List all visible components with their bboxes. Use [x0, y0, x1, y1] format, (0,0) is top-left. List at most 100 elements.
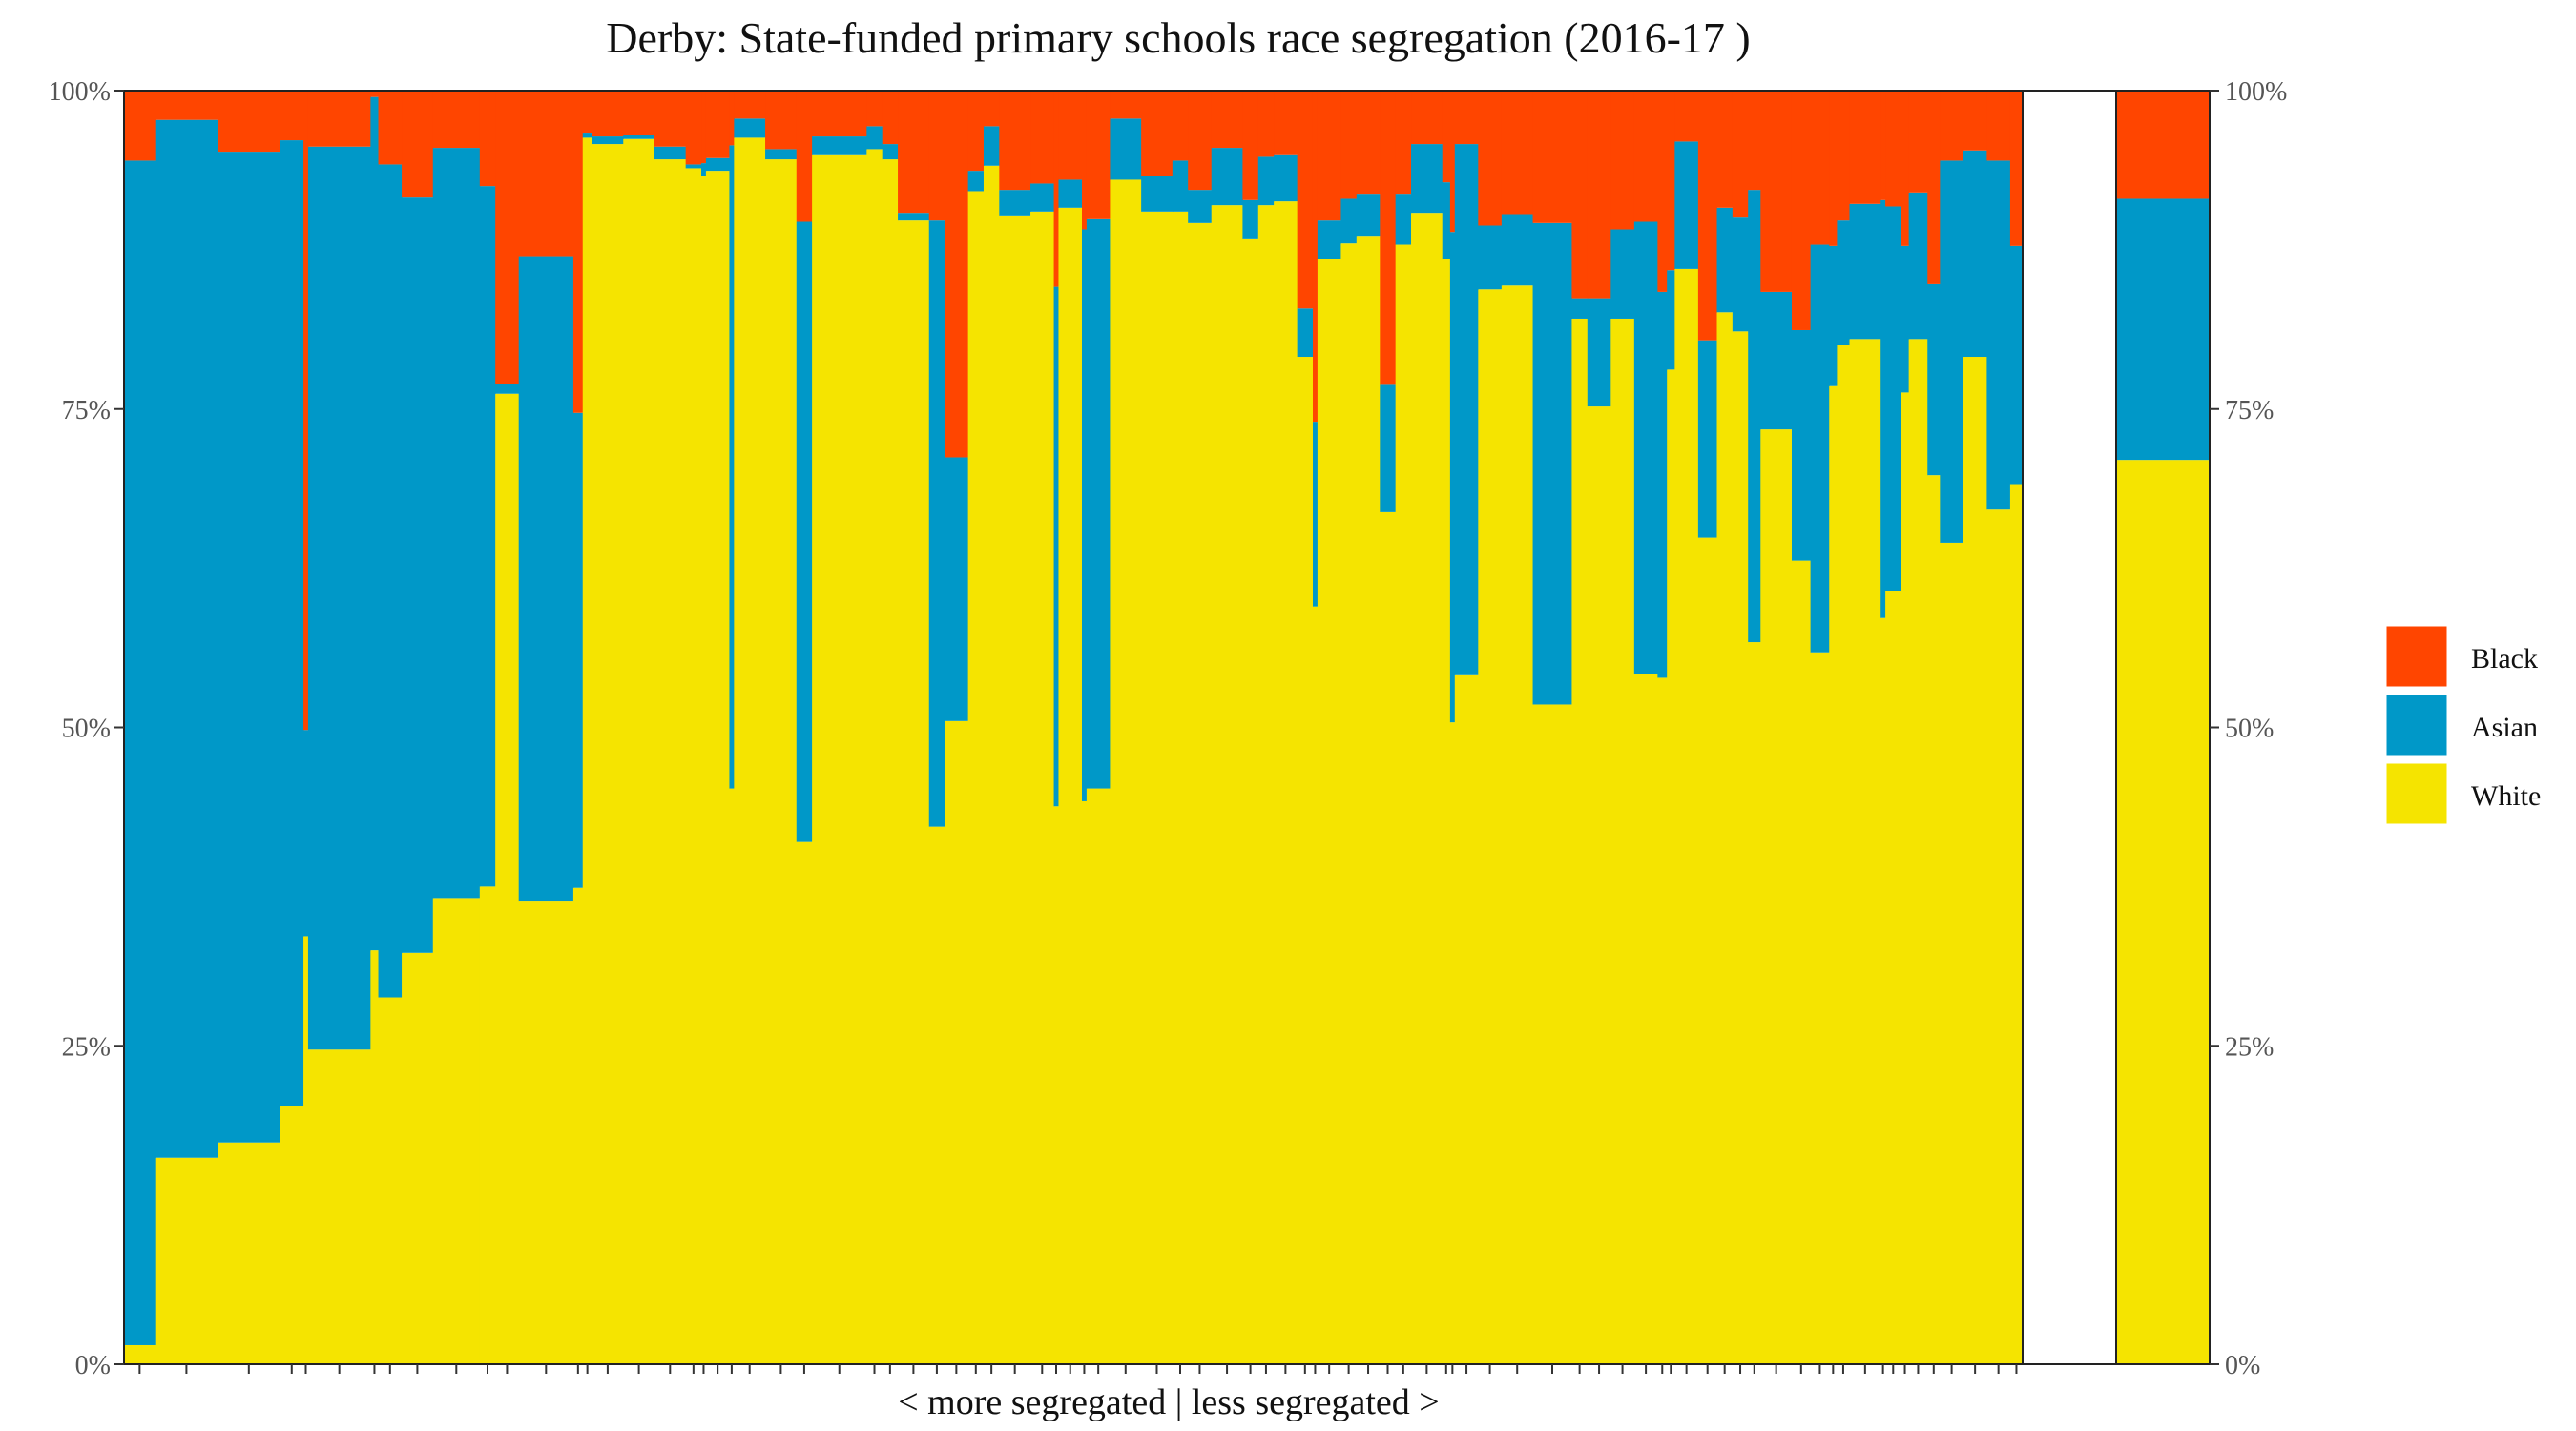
school-bar [572, 91, 584, 1364]
bar-segment-white [370, 950, 380, 1364]
bar-segment-asian [124, 160, 156, 1345]
bar-segment-asian [592, 136, 624, 145]
bar-segment-black [1356, 91, 1381, 195]
y-tick-label-right: 0% [2225, 1351, 2260, 1380]
bar-segment-asian [945, 457, 969, 721]
school-bar [928, 91, 945, 1364]
school-bar [280, 91, 304, 1364]
bar-segment-asian [1697, 340, 1718, 538]
bar-segment-white [812, 154, 867, 1364]
bar-segment-white [1927, 475, 1941, 1364]
bar-segment-white [1110, 179, 1142, 1365]
bar-segment-asian [1610, 229, 1635, 319]
bar-segment-black [1449, 91, 1456, 233]
legend: Black Asian White [2383, 623, 2541, 827]
bar-segment-black [945, 91, 969, 458]
bar-segment-white [402, 952, 434, 1364]
bar-segment-black [1058, 91, 1083, 180]
bar-segment-black [1908, 91, 1928, 193]
bar-segment-white [1963, 357, 1987, 1364]
bar-segment-white [1657, 677, 1668, 1364]
bar-segment-asian [654, 146, 687, 160]
school-bar [1697, 91, 1718, 1364]
bar-segment-asian [155, 119, 218, 1158]
school-bar [654, 91, 687, 1365]
school-bar [1030, 91, 1055, 1365]
school-bar [1172, 91, 1189, 1365]
bar-segment-white [1901, 392, 1910, 1364]
plot-bars [124, 91, 2024, 1365]
bar-segment-black [1532, 91, 1573, 223]
y-tick-label-left: 100% [49, 77, 111, 107]
bar-segment-black [734, 91, 766, 119]
bar-segment-asian [1188, 190, 1213, 223]
bar-segment-white [1257, 205, 1275, 1364]
school-bar [1908, 91, 1928, 1365]
bar-segment-black [1667, 91, 1675, 271]
bar-segment-asian [1053, 286, 1060, 807]
overall-bar [2116, 91, 2210, 1364]
school-bar [1454, 91, 1479, 1364]
school-bar [1053, 91, 1060, 1364]
school-bar [1086, 91, 1111, 1364]
school-bar [945, 91, 969, 1364]
bar-segment-white [1297, 357, 1314, 1364]
bar-segment-white [1732, 331, 1749, 1365]
bar-segment-black [280, 91, 304, 141]
bar-segment-black [592, 91, 624, 137]
school-bar [1760, 91, 1793, 1364]
bar-segment-asian [280, 140, 304, 1106]
bar-segment-black [1674, 91, 1699, 142]
bar-segment-white [1274, 201, 1298, 1364]
bar-segment-white [518, 901, 574, 1364]
school-bar [999, 91, 1031, 1365]
bar-segment-white [2009, 484, 2024, 1364]
bar-segment-black [1312, 91, 1319, 423]
legend-swatch-white [2383, 760, 2450, 827]
bar-segment-white [1986, 509, 2011, 1364]
bar-segment-black [1242, 91, 1259, 200]
bar-segment-black [1274, 91, 1298, 155]
bar-segment-black [1172, 91, 1189, 161]
bar-segment-asian [1791, 329, 1812, 561]
bar-segment-asian [1885, 206, 1902, 591]
school-bar [1748, 91, 1761, 1364]
bar-segment-black [1810, 91, 1830, 245]
bar-segment-black [518, 91, 574, 257]
school-bar [1587, 91, 1611, 1365]
bar-segment-black [1748, 91, 1761, 191]
school-bar [124, 91, 156, 1364]
y-tick-label-right: 25% [2225, 1032, 2274, 1062]
bar-segment-asian [812, 136, 867, 155]
y-tick-label-left: 50% [62, 715, 111, 744]
school-bar [1411, 91, 1444, 1364]
bar-segment-white [1501, 285, 1534, 1364]
bar-segment-asian [1901, 245, 1910, 393]
bar-segment-black [928, 91, 945, 221]
y-tick-label-left: 0% [75, 1351, 111, 1380]
bar-segment-asian [1532, 222, 1573, 705]
bar-segment-asian [1587, 298, 1611, 407]
school-bar [495, 91, 520, 1365]
bar-segment-white [1633, 674, 1658, 1364]
bar-segment-black [1257, 91, 1275, 157]
school-bar [402, 91, 434, 1364]
bar-segment-black [1849, 91, 1881, 204]
bar-segment-black [765, 91, 798, 150]
bar-segment-black [967, 91, 985, 172]
bar-segment-black [1395, 91, 1412, 195]
school-bar [1356, 91, 1381, 1365]
bar-segment-asian [1081, 229, 1088, 801]
school-bar [1885, 91, 1902, 1364]
bar-segment-black [1053, 91, 1060, 287]
right-axis: 0% 25% 50% 75% 100% [2210, 77, 2287, 1380]
bar-segment-asian [2009, 245, 2024, 485]
bar-segment-asian [1940, 160, 1964, 543]
bar-segment-asian [1829, 245, 1839, 386]
bar-segment-asian [495, 384, 520, 394]
school-bar [1058, 91, 1083, 1364]
bar-segment-black [1963, 91, 1987, 151]
school-bar [1674, 91, 1699, 1364]
bar-segment-asian [1667, 270, 1675, 370]
bar-segment-white [1532, 704, 1573, 1364]
